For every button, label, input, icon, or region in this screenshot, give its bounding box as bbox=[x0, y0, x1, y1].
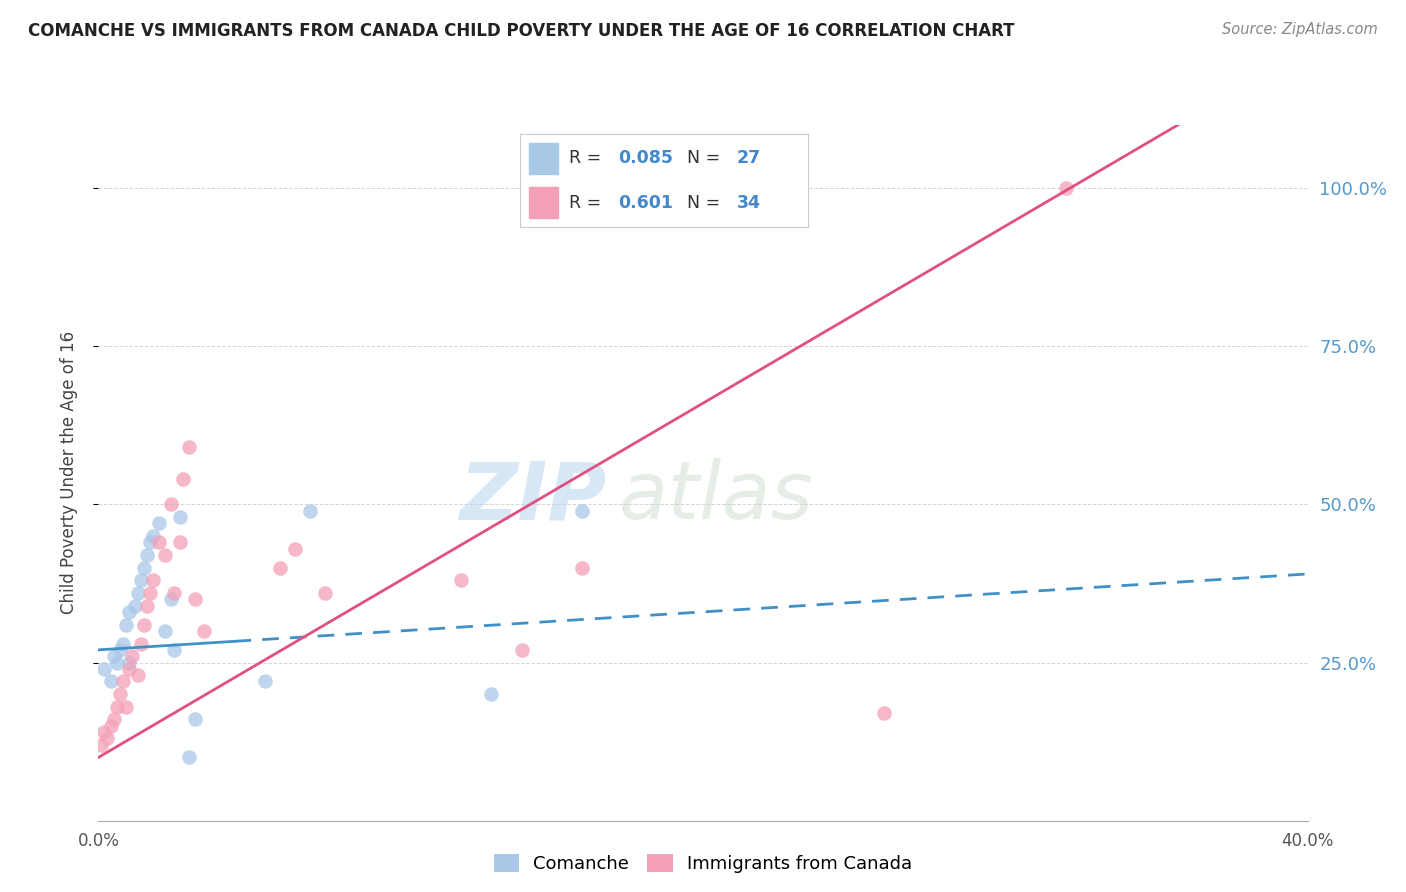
Point bbox=[571, 560, 593, 574]
Point bbox=[96, 731, 118, 746]
Point bbox=[93, 725, 115, 739]
Point bbox=[127, 586, 149, 600]
Point bbox=[132, 560, 155, 574]
Point bbox=[111, 674, 134, 689]
Point bbox=[132, 617, 155, 632]
Point bbox=[179, 750, 201, 764]
Point bbox=[1054, 181, 1077, 195]
Text: ZIP: ZIP bbox=[458, 458, 606, 536]
Point bbox=[129, 574, 152, 588]
Point bbox=[179, 441, 201, 455]
Point bbox=[184, 592, 207, 607]
Point bbox=[105, 656, 128, 670]
Point bbox=[163, 586, 186, 600]
Point bbox=[450, 574, 472, 588]
Point bbox=[163, 643, 186, 657]
Point bbox=[111, 636, 134, 650]
Point bbox=[481, 687, 503, 701]
Point bbox=[121, 649, 143, 664]
Point bbox=[139, 535, 162, 549]
Text: R =: R = bbox=[569, 194, 607, 212]
Point bbox=[108, 687, 131, 701]
Bar bbox=[529, 187, 558, 219]
Text: 34: 34 bbox=[737, 194, 761, 212]
Point bbox=[105, 699, 128, 714]
Point bbox=[129, 636, 152, 650]
Point bbox=[135, 548, 157, 562]
Legend: Comanche, Immigrants from Canada: Comanche, Immigrants from Canada bbox=[488, 849, 918, 879]
Text: N =: N = bbox=[688, 149, 725, 167]
Text: atlas: atlas bbox=[619, 458, 813, 536]
Point bbox=[153, 548, 176, 562]
Point bbox=[93, 662, 115, 676]
Point bbox=[142, 529, 165, 543]
Point bbox=[160, 497, 183, 511]
Point bbox=[269, 560, 291, 574]
Point bbox=[127, 668, 149, 682]
Point bbox=[253, 674, 276, 689]
Point bbox=[118, 656, 141, 670]
Point bbox=[100, 674, 122, 689]
Point bbox=[139, 586, 162, 600]
Text: 27: 27 bbox=[737, 149, 761, 167]
Point bbox=[873, 706, 896, 720]
Point bbox=[284, 541, 307, 556]
Point bbox=[169, 535, 191, 549]
Point bbox=[142, 574, 165, 588]
Point bbox=[90, 738, 112, 752]
Text: 0.601: 0.601 bbox=[619, 194, 673, 212]
Text: Source: ZipAtlas.com: Source: ZipAtlas.com bbox=[1222, 22, 1378, 37]
Point bbox=[184, 713, 207, 727]
Point bbox=[118, 605, 141, 619]
Text: COMANCHE VS IMMIGRANTS FROM CANADA CHILD POVERTY UNDER THE AGE OF 16 CORRELATION: COMANCHE VS IMMIGRANTS FROM CANADA CHILD… bbox=[28, 22, 1015, 40]
Point bbox=[571, 504, 593, 518]
Point bbox=[172, 472, 194, 486]
Point bbox=[103, 649, 125, 664]
Point bbox=[153, 624, 176, 638]
Text: R =: R = bbox=[569, 149, 607, 167]
Y-axis label: Child Poverty Under the Age of 16: Child Poverty Under the Age of 16 bbox=[59, 331, 77, 615]
Point bbox=[193, 624, 215, 638]
Point bbox=[148, 535, 170, 549]
Point bbox=[114, 617, 136, 632]
Point bbox=[108, 643, 131, 657]
Point bbox=[169, 510, 191, 524]
Point bbox=[160, 592, 183, 607]
Point bbox=[148, 516, 170, 531]
Point bbox=[100, 719, 122, 733]
Text: 0.085: 0.085 bbox=[619, 149, 673, 167]
Point bbox=[118, 662, 141, 676]
Point bbox=[314, 586, 336, 600]
Point bbox=[103, 713, 125, 727]
Text: N =: N = bbox=[688, 194, 725, 212]
Bar bbox=[529, 144, 558, 174]
Point bbox=[124, 599, 146, 613]
Point bbox=[510, 643, 533, 657]
Point bbox=[135, 599, 157, 613]
Point bbox=[299, 504, 322, 518]
Point bbox=[114, 699, 136, 714]
